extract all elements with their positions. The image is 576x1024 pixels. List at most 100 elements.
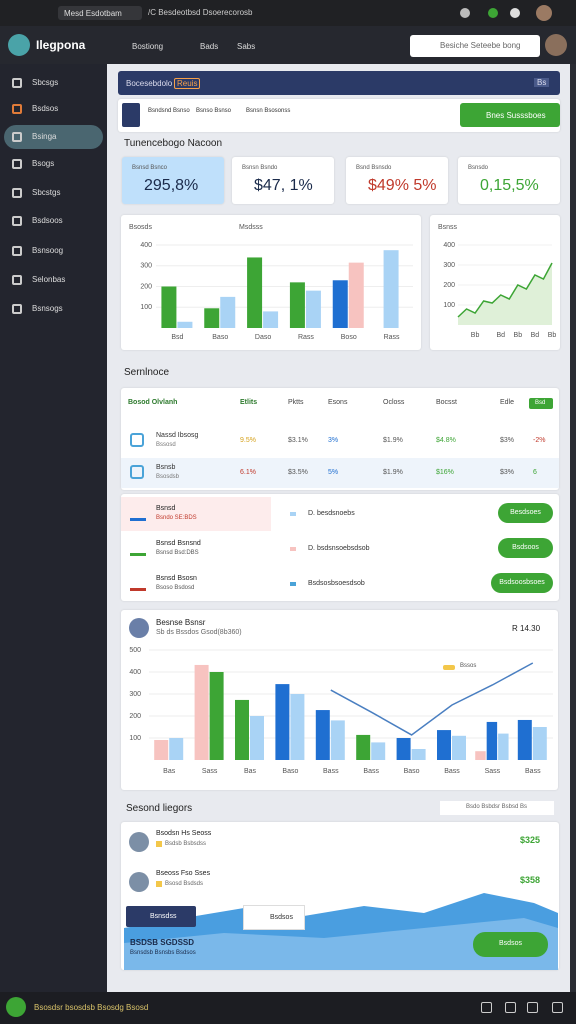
bar [220,296,236,328]
footer-icon[interactable] [6,997,26,1017]
bar [452,735,466,760]
side-icon [12,246,22,256]
promo-sub: Bsnsdsb Bsnsbs Bsdsos [130,950,196,956]
table-cell: 6.1% [240,469,256,476]
table-cell: $3.5% [288,469,308,476]
toolbar-icon [122,103,140,127]
x-tick-label: Baso [212,334,228,341]
footer-icon[interactable] [505,1002,516,1013]
bar [396,738,411,760]
side-item[interactable]: Bsdsos [32,104,59,113]
tab[interactable]: Mesd Esdotbam [58,6,142,20]
browser-icon[interactable] [488,8,498,18]
action-title: Bsnsd Bsosn [156,575,197,582]
side-icon [12,216,22,226]
action-button[interactable]: Bsdsoosbsoes [491,573,553,593]
bar [486,721,498,760]
list-sub: Bsosd Bsdsds [156,881,203,887]
side-item[interactable]: Sbcstgs [32,188,61,197]
side-item[interactable]: Bsinga [32,132,57,141]
action-icon [130,542,146,556]
bar-chart: Bsosds Msdsss 100 200 300 400 Bsd Baso Daso Rass B… [129,224,413,341]
footer-icon[interactable] [552,1002,563,1013]
bar [209,672,224,760]
table-button[interactable]: Bsd [529,398,553,409]
promo-search[interactable]: Bsdsos [243,905,305,930]
right-margin [570,64,576,992]
x-tick-label: Bass [323,768,339,775]
bar [330,720,345,760]
primary-button[interactable]: Bnes Susssboes [460,103,560,127]
status-dot [290,582,296,586]
table-header: Ocloss [383,399,405,406]
y-tick-label: 200 [140,283,152,290]
bar [475,751,486,760]
action-title: Bsnsd [156,505,176,512]
side-item[interactable]: Bsogs [32,159,55,168]
nav-item[interactable]: Bads [200,42,219,51]
search-box[interactable]: Besiche Seteebe bong [410,35,540,57]
side-item[interactable]: Bsnsoog [32,246,64,255]
row-highlight [121,497,271,531]
nav-item[interactable]: Bostiong [132,42,164,51]
promo-tab[interactable]: Bsnsdss [126,906,196,927]
bar [275,684,290,760]
filter[interactable]: Bsdo Bsbdsr Bsbsd Bs [440,801,554,815]
y-tick-label: 300 [443,262,455,269]
toolbar-item[interactable]: Bsnsn Bsosonss [246,108,291,114]
banner-badge[interactable]: Bs [534,78,550,87]
bar [371,742,386,760]
footer-bar [0,992,576,1024]
browser-icon[interactable] [510,8,520,18]
action-title: Bsnsd Bsnsnd [156,540,201,547]
list-value: $325 [520,835,541,845]
side-item[interactable]: Sbcsgs [32,78,59,87]
avatar [129,618,149,638]
x-tick-label: Bsd [171,334,183,341]
nav-item[interactable]: Sabs [237,42,256,51]
list-avatar [129,832,149,852]
bar [161,286,177,328]
annotation-marker [443,665,455,670]
footer-icon[interactable] [481,1002,492,1013]
action-button[interactable]: Besdsoes [498,503,553,523]
list-name: Bsodsn Hs Seoss [156,830,212,837]
bar [263,311,279,328]
side-icon [12,275,22,285]
promo-button[interactable]: Bsdsos [473,932,548,957]
bar [305,290,321,328]
side-icon [12,78,22,88]
section-title: Sernlnoce [124,367,170,378]
toolbar-item[interactable]: Bsndsnd Bsnso [148,108,190,114]
side-icon [12,188,22,198]
table-cell: $1.9% [383,469,403,476]
side-item[interactable]: Selonbas [32,275,66,284]
chart-subtitle: Msdsss [239,224,263,231]
profile-avatar[interactable] [536,5,552,21]
side-item[interactable]: Bsdsoos [32,216,63,225]
logo[interactable] [8,34,30,56]
table-cell: $16% [436,469,454,476]
kpi-label: Bsnsd Bsnco [132,165,168,171]
list-name: Bseoss Fso Sses [156,870,211,877]
chart-meta: R 14.30 [512,624,541,633]
side-icon [12,132,22,142]
action-sub: Bsndo SE:BDS [156,515,197,521]
table-header: Bocsst [436,399,458,406]
side-item[interactable]: Bsnsogs [32,304,63,313]
footer-icon[interactable] [527,1002,538,1013]
list-avatar [129,872,149,892]
y-tick-label: 400 [129,669,141,676]
browser-icon[interactable] [460,8,470,18]
user-avatar[interactable] [545,34,567,56]
combo-chart: 100 200 300 400 500 Bas Sass Bas Baso Bass Bass Bas… [129,647,553,775]
toolbar-item[interactable]: Bsnso Bsnso [196,108,232,114]
bar [194,664,209,760]
y-tick-label: 400 [443,242,455,249]
row-name: Bsnsb [156,464,176,471]
x-tick-label: Rass [298,334,314,341]
brand: Ilegpona [36,38,86,52]
table-cell: 3% [328,437,339,444]
bar [411,749,426,760]
action-button[interactable]: Bsdsoos [498,538,553,558]
